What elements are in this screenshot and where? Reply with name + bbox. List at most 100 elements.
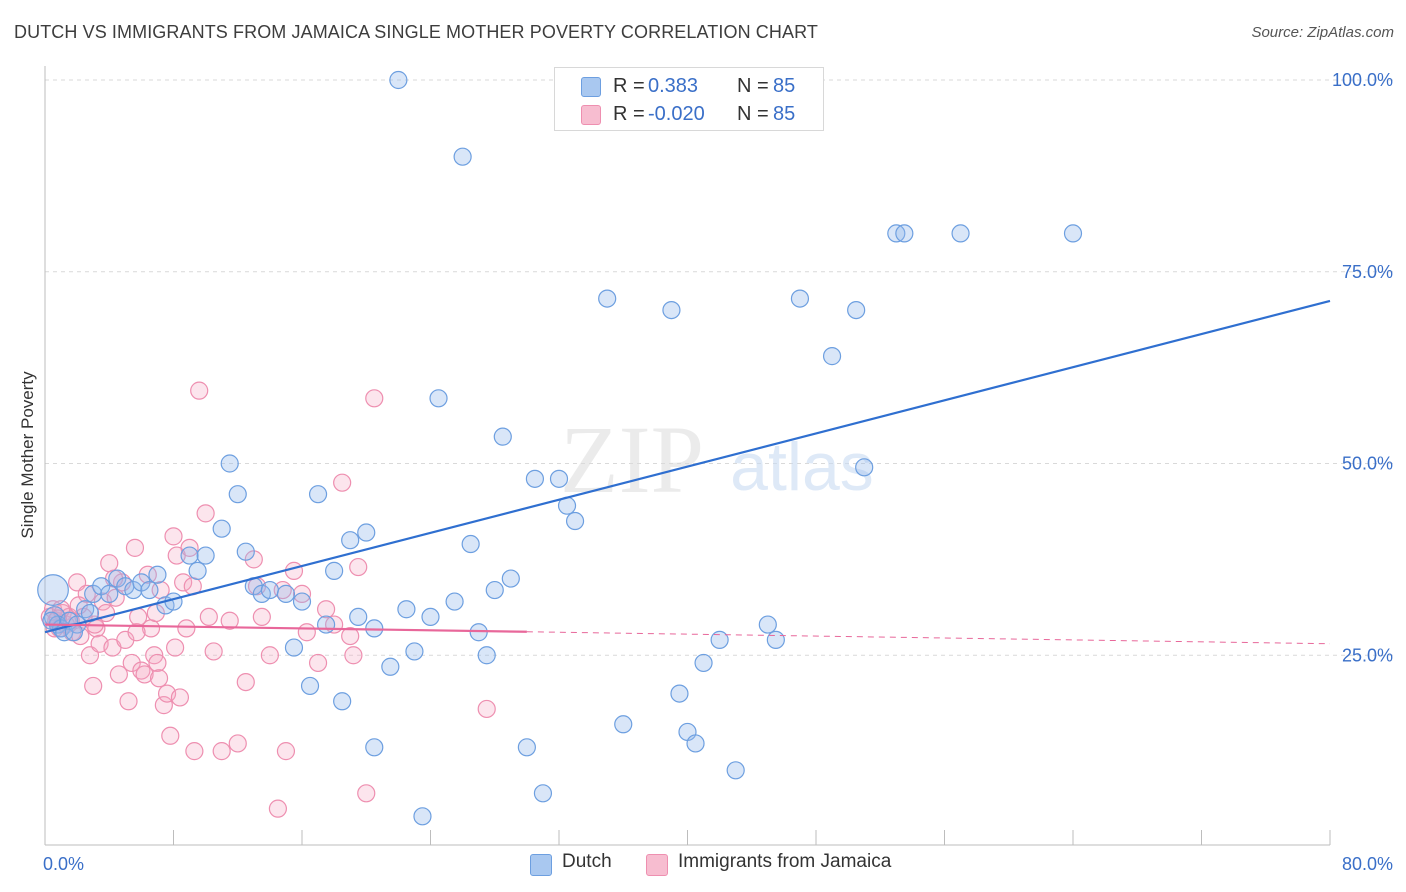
x-tick-label: 80.0% <box>1342 854 1393 874</box>
grid-lines <box>45 79 1395 656</box>
legend-r-label: R = <box>613 103 645 125</box>
bottom-legend-swatch-dutch <box>530 854 552 876</box>
dutch-point <box>349 607 368 627</box>
dutch-point <box>236 542 255 561</box>
dutch-point <box>429 389 448 408</box>
watermark: ZIP atlas <box>560 406 874 513</box>
dutch-point <box>421 607 440 627</box>
jamaica-point <box>199 607 218 627</box>
jamaica-point <box>204 642 223 661</box>
jamaica-point <box>284 561 304 580</box>
dutch-point <box>726 761 745 780</box>
dutch-point <box>212 519 231 538</box>
dutch-point <box>453 147 472 166</box>
chart-title: DUTCH VS IMMIGRANTS FROM JAMAICA SINGLE … <box>14 22 818 42</box>
dutch-point <box>341 531 360 550</box>
dutch-point <box>413 807 432 826</box>
y-axis-label: Single Mother Poverty <box>18 371 37 539</box>
jamaica-point <box>164 527 183 546</box>
jamaica-trend-line <box>44 623 527 633</box>
dutch-point <box>549 469 569 488</box>
dutch-point <box>485 580 504 600</box>
dutch-point <box>525 469 545 488</box>
dutch-point <box>389 70 408 90</box>
dutch-point <box>300 676 320 696</box>
dutch-point <box>461 534 480 554</box>
dutch-point <box>365 738 384 757</box>
jamaica-point <box>260 646 279 665</box>
dutch-point <box>316 615 336 634</box>
dutch-point <box>100 584 119 603</box>
jamaica-point <box>228 734 247 753</box>
jamaica-point <box>308 653 328 673</box>
dutch-point <box>405 642 424 661</box>
jamaica-point <box>154 696 173 715</box>
dutch-point <box>381 657 400 676</box>
dutch-point <box>766 630 785 650</box>
dutch-point <box>790 289 810 308</box>
trend-lines <box>44 299 1331 645</box>
legend-r-value: 0.383 <box>648 75 699 97</box>
jamaica-point <box>127 623 146 642</box>
x-tick-label: 0.0% <box>43 854 84 874</box>
jamaica-point <box>177 619 196 638</box>
jamaica-point <box>316 600 336 619</box>
legend-r-label: R = <box>613 75 645 97</box>
dutch-point <box>565 511 585 531</box>
jamaica-point <box>344 646 363 665</box>
jamaica-point <box>292 584 312 603</box>
jamaica-point <box>341 626 360 646</box>
jamaica-point <box>100 554 119 573</box>
dutch-point <box>855 458 874 477</box>
dutch-point <box>533 784 553 803</box>
legend-n-value: 85 <box>773 103 796 125</box>
dutch-point <box>220 454 239 473</box>
jamaica-point <box>161 726 180 745</box>
dutch-point <box>180 546 199 565</box>
dutch-point <box>662 301 681 320</box>
legend-n-label: N = <box>737 103 769 125</box>
jamaica-point <box>122 653 141 673</box>
bottom-legend-label-dutch: Dutch <box>562 851 612 872</box>
dutch-point <box>445 592 464 611</box>
dutch-point <box>260 580 279 600</box>
jamaica-point <box>333 473 352 492</box>
dutch-point <box>822 347 842 366</box>
bottom-legend-swatch-jamaica <box>646 854 668 876</box>
dutch-point <box>196 546 215 565</box>
jamaica-point <box>220 611 239 630</box>
dutch-point <box>188 561 207 580</box>
dutch-point <box>308 485 328 504</box>
dutch-point <box>517 738 536 757</box>
dutch-point <box>148 565 167 584</box>
jamaica-point <box>196 504 215 523</box>
legend-r-value: -0.020 <box>648 103 705 125</box>
jamaica-point <box>185 742 204 761</box>
jamaica-point <box>125 538 145 557</box>
dutch-point <box>357 523 376 542</box>
watermark-atlas: atlas <box>730 429 874 505</box>
dutch-point <box>325 561 344 580</box>
jamaica-point <box>276 742 296 761</box>
jamaica-point <box>365 389 384 408</box>
dutch-point <box>614 715 633 734</box>
tick-labels: 25.0% 50.0% 75.0% 100.0% 0.0% 80.0% <box>43 70 1393 874</box>
legend-row-jamaica: R = -0.020 N = 85 <box>555 101 823 129</box>
dutch-trend-line <box>44 299 1331 634</box>
dutch-point <box>284 638 304 657</box>
dutch-point <box>670 684 689 703</box>
legend-row-dutch: R = 0.383 N = 85 <box>555 73 823 101</box>
dutch-point <box>276 584 296 603</box>
jamaica-point <box>212 742 231 761</box>
dutch-point <box>686 734 705 753</box>
bottom-legend-label-jamaica: Immigrants from Jamaica <box>678 851 892 872</box>
source-label: Source: ZipAtlas.com <box>1251 24 1394 41</box>
jamaica-point <box>166 638 185 657</box>
axes <box>44 66 1331 846</box>
jamaica-point <box>236 672 255 692</box>
dutch-point <box>477 646 496 665</box>
jamaica-trend-line-dashed <box>526 631 1331 645</box>
dutch-point <box>501 569 520 588</box>
dutch-point <box>1063 224 1083 243</box>
